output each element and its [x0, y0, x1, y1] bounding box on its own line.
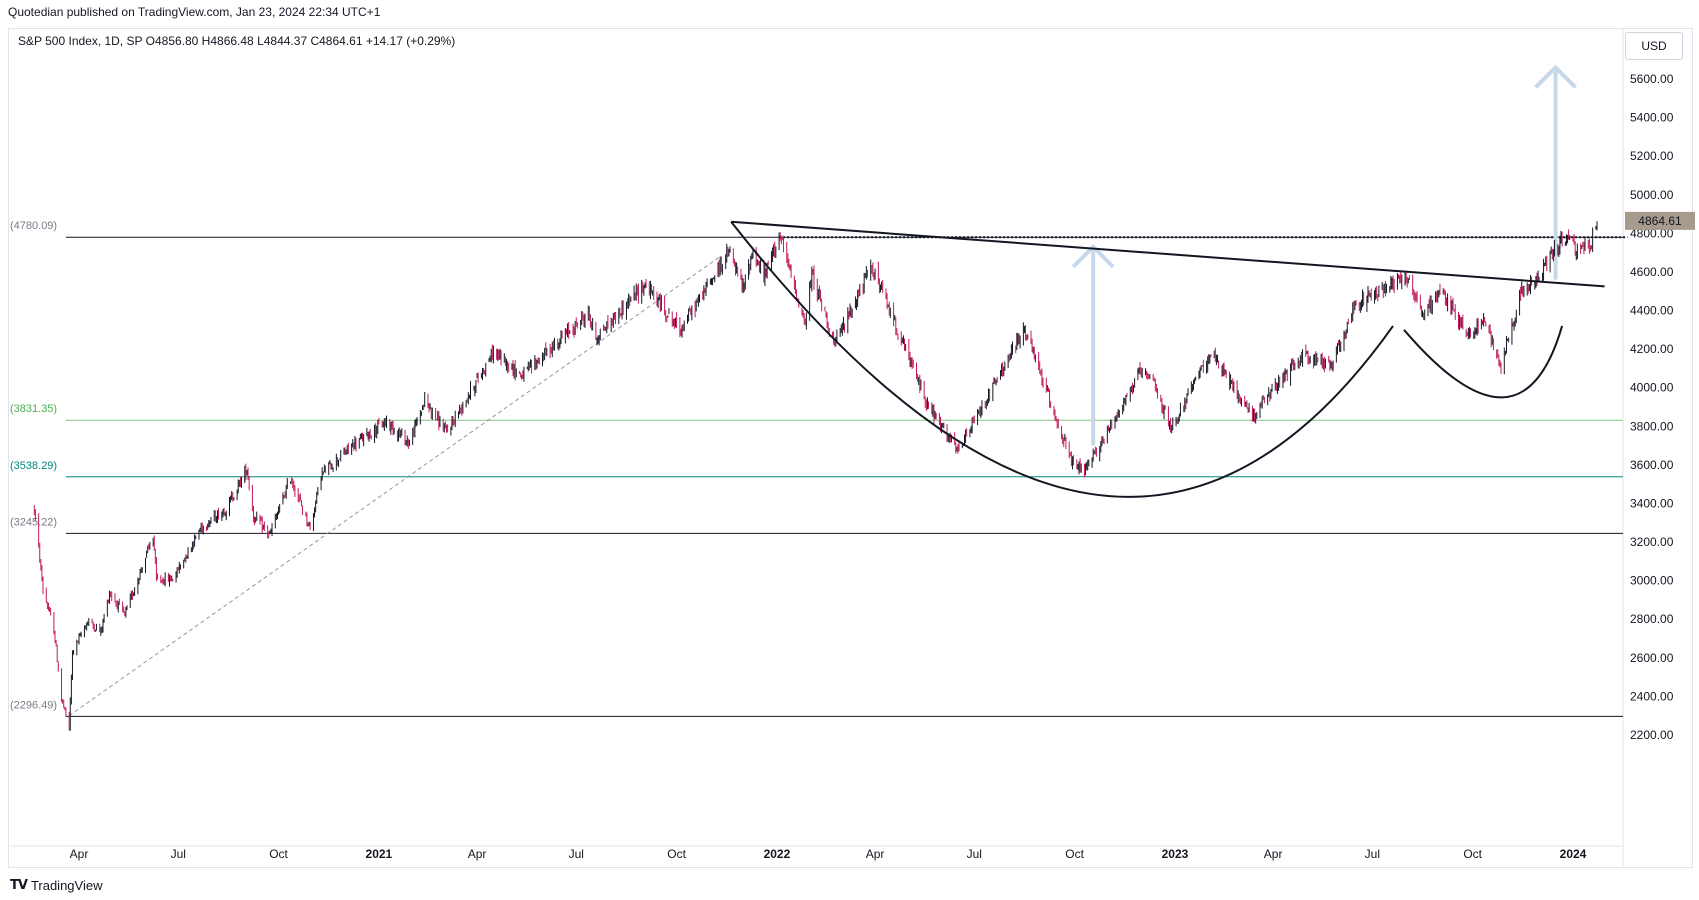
chart-frame — [8, 28, 1693, 868]
y-tick-label: 5400.00 — [1630, 111, 1674, 125]
y-tick-label: 3200.00 — [1630, 535, 1674, 549]
y-tick-label: 2400.00 — [1630, 689, 1674, 703]
x-tick-label: 2023 — [1162, 847, 1189, 861]
y-tick-label: 4600.00 — [1630, 265, 1674, 279]
y-tick-label: 4200.00 — [1630, 342, 1674, 356]
level-label: (3538.29) — [10, 460, 57, 472]
tradingview-logo-text: TradingView — [30, 877, 103, 893]
x-tick-label: Apr — [70, 847, 89, 861]
handle-arc — [1403, 325, 1564, 399]
level-label: (3245.22) — [10, 516, 57, 528]
currency-button[interactable]: USD — [1625, 32, 1683, 60]
level-label: (3831.35) — [10, 403, 57, 415]
x-tick-label: Jul — [1365, 847, 1380, 861]
dashed-support-line — [68, 256, 721, 717]
y-tick-label: 5600.00 — [1630, 72, 1674, 86]
candles — [33, 221, 1598, 731]
x-tick-label: 2024 — [1560, 847, 1587, 861]
x-tick-label: 2021 — [366, 847, 393, 861]
x-tick-label: Jul — [569, 847, 584, 861]
y-tick-label: 5200.00 — [1630, 149, 1674, 163]
last-price-label: 4864.61 — [1638, 214, 1682, 228]
y-tick-label: 5000.00 — [1630, 188, 1674, 202]
symbol-ohlc-legend: S&P 500 Index, 1D, SP O4856.80 H4866.48 … — [18, 34, 456, 48]
descending-trendline — [731, 220, 1605, 288]
y-tick-label: 3800.00 — [1630, 419, 1674, 433]
x-tick-label: Apr — [1264, 847, 1283, 861]
x-tick-label: Apr — [866, 847, 885, 861]
tradingview-logo[interactable]: 𝗧𝗩 TradingView — [10, 877, 102, 893]
y-tick-label: 3400.00 — [1630, 496, 1674, 510]
tradingview-logo-icon: 𝗧𝗩 — [10, 877, 28, 892]
publisher-attribution: Quotedian published on TradingView.com, … — [8, 5, 381, 19]
y-tick-label: 2200.00 — [1630, 728, 1674, 742]
y-tick-label: 2600.00 — [1630, 651, 1674, 665]
arrow-measured-move-small-head — [1071, 244, 1115, 269]
x-tick-label: Jul — [171, 847, 186, 861]
cup-arc — [730, 221, 1394, 498]
y-tick-label: 3600.00 — [1630, 458, 1674, 472]
y-tick-label: 4000.00 — [1630, 381, 1674, 395]
last-price-tag — [1625, 211, 1695, 230]
y-tick-label: 3000.00 — [1630, 574, 1674, 588]
arrow-measured-move-large-head — [1534, 64, 1577, 89]
x-tick-label: Apr — [468, 847, 487, 861]
x-tick-label: Jul — [967, 847, 982, 861]
y-tick-label: 4400.00 — [1630, 304, 1674, 318]
x-tick-label: Oct — [1065, 847, 1084, 861]
x-tick-label: Oct — [269, 847, 288, 861]
level-label: (4780.09) — [10, 220, 57, 232]
x-tick-label: 2022 — [764, 847, 791, 861]
x-tick-label: Oct — [1463, 847, 1482, 861]
y-tick-label: 2800.00 — [1630, 612, 1674, 626]
level-label: (2296.49) — [10, 699, 57, 711]
x-tick-label: Oct — [667, 847, 686, 861]
